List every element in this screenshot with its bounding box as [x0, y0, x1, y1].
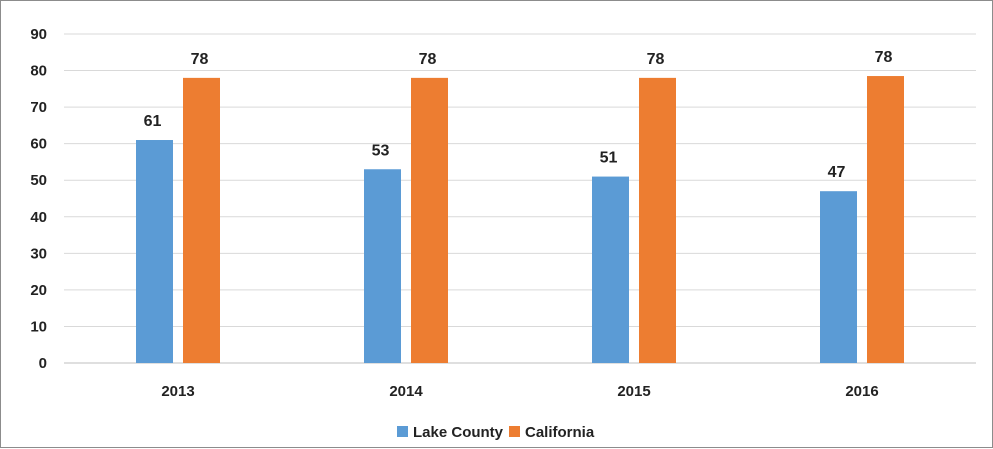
bar-california-2013 [183, 77, 220, 363]
y-tick-label: 80 [30, 63, 47, 80]
bar-lake-county-2015 [592, 176, 629, 363]
legend-swatch [397, 426, 408, 437]
y-tick-label: 60 [30, 136, 47, 153]
bar-lake-county-2016 [820, 191, 857, 363]
y-tick-label: 90 [30, 26, 47, 43]
data-label: 53 [372, 142, 390, 159]
x-category-label: 2016 [845, 383, 878, 400]
y-tick-label: 30 [30, 245, 47, 262]
x-category-label: 2015 [617, 383, 650, 400]
data-label: 47 [828, 164, 846, 181]
x-category-label: 2013 [161, 383, 194, 400]
data-label: 51 [600, 150, 618, 167]
data-label: 78 [875, 49, 893, 66]
y-tick-label: 50 [30, 172, 47, 189]
legend: Lake County California [397, 424, 595, 441]
legend-swatch [509, 426, 520, 437]
bar-california-2016 [867, 76, 904, 364]
y-tick-label: 0 [39, 355, 47, 372]
x-axis-categories: 2013 2014 2015 2016 [161, 383, 878, 400]
y-tick-label: 70 [30, 99, 47, 116]
bars [136, 76, 904, 364]
legend-label: California [525, 424, 595, 441]
bar-california-2014 [411, 77, 448, 363]
legend-label: Lake County [413, 424, 504, 441]
y-axis-ticks: 0 10 20 30 40 50 60 70 80 90 [30, 26, 47, 372]
data-label: 78 [191, 51, 209, 68]
data-labels: 61 78 53 78 51 78 47 78 [144, 49, 893, 181]
bar-lake-county-2013 [136, 140, 173, 363]
bar-california-2015 [639, 77, 676, 363]
y-tick-label: 10 [30, 318, 47, 335]
y-tick-label: 20 [30, 282, 47, 299]
bar-lake-county-2014 [364, 169, 401, 363]
data-label: 78 [419, 51, 437, 68]
data-label: 78 [647, 51, 665, 68]
x-category-label: 2014 [389, 383, 423, 400]
data-label: 61 [144, 113, 162, 130]
y-tick-label: 40 [30, 209, 47, 226]
